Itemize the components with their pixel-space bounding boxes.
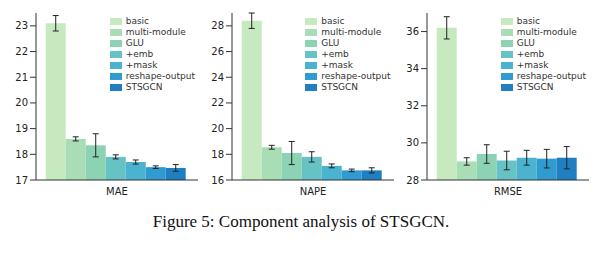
html-text:STSGCN: STSGCN [125,82,163,92]
svg-text:17: 17 [15,175,28,186]
html-text:STSGCN: STSGCN [516,82,554,92]
html-text:multi-module: multi-module [125,27,186,37]
svg-text:21: 21 [15,72,28,83]
svg-text:RMSE: RMSE [494,186,522,197]
svg-text:NAPE: NAPE [299,186,326,197]
html-text:Figure 5: Component analysis o: Figure 5: Component analysis of STSGCN. [152,212,450,231]
svg-text:18: 18 [15,149,28,160]
html-text:multi-module: multi-module [321,27,382,37]
html-text:+mask: +mask [516,60,549,70]
svg-text:36: 36 [406,26,419,37]
html-text:+emb: +emb [125,49,154,59]
svg-text:34: 34 [406,63,419,74]
html-text:GLU: GLU [125,38,144,48]
svg-text:24: 24 [211,72,224,83]
svg-text:23: 23 [15,20,28,31]
svg-text:MAE: MAE [106,186,128,197]
html-text:reshape-output: reshape-output [516,71,586,81]
html-text:reshape-output: reshape-output [125,71,195,81]
html-text:multi-module: multi-module [516,27,577,37]
svg-text:20: 20 [211,123,224,134]
html-text:+mask: +mask [321,60,353,70]
html-text:GLU: GLU [516,38,535,48]
svg-text:26: 26 [211,46,224,57]
svg-text:18: 18 [211,149,224,160]
html-text:basic: basic [516,16,541,26]
html-text:+mask: +mask [125,60,158,70]
svg-text:22: 22 [15,46,28,57]
svg-text:16: 16 [211,175,224,186]
svg-text:30: 30 [406,137,419,148]
svg-text:28: 28 [406,175,419,186]
html-text:basic: basic [125,16,150,26]
html-text:GLU: GLU [321,38,340,48]
html-text:basic: basic [321,16,345,26]
svg-text:28: 28 [211,20,224,31]
svg-text:20: 20 [15,97,28,108]
svg-text:19: 19 [15,123,28,134]
svg-text:22: 22 [211,97,224,108]
html-text:reshape-output: reshape-output [321,71,391,81]
html-text:+emb: +emb [516,49,545,59]
html-text:+emb: +emb [321,49,349,59]
svg-text:32: 32 [406,100,419,111]
html-text:STSGCN: STSGCN [321,82,359,92]
